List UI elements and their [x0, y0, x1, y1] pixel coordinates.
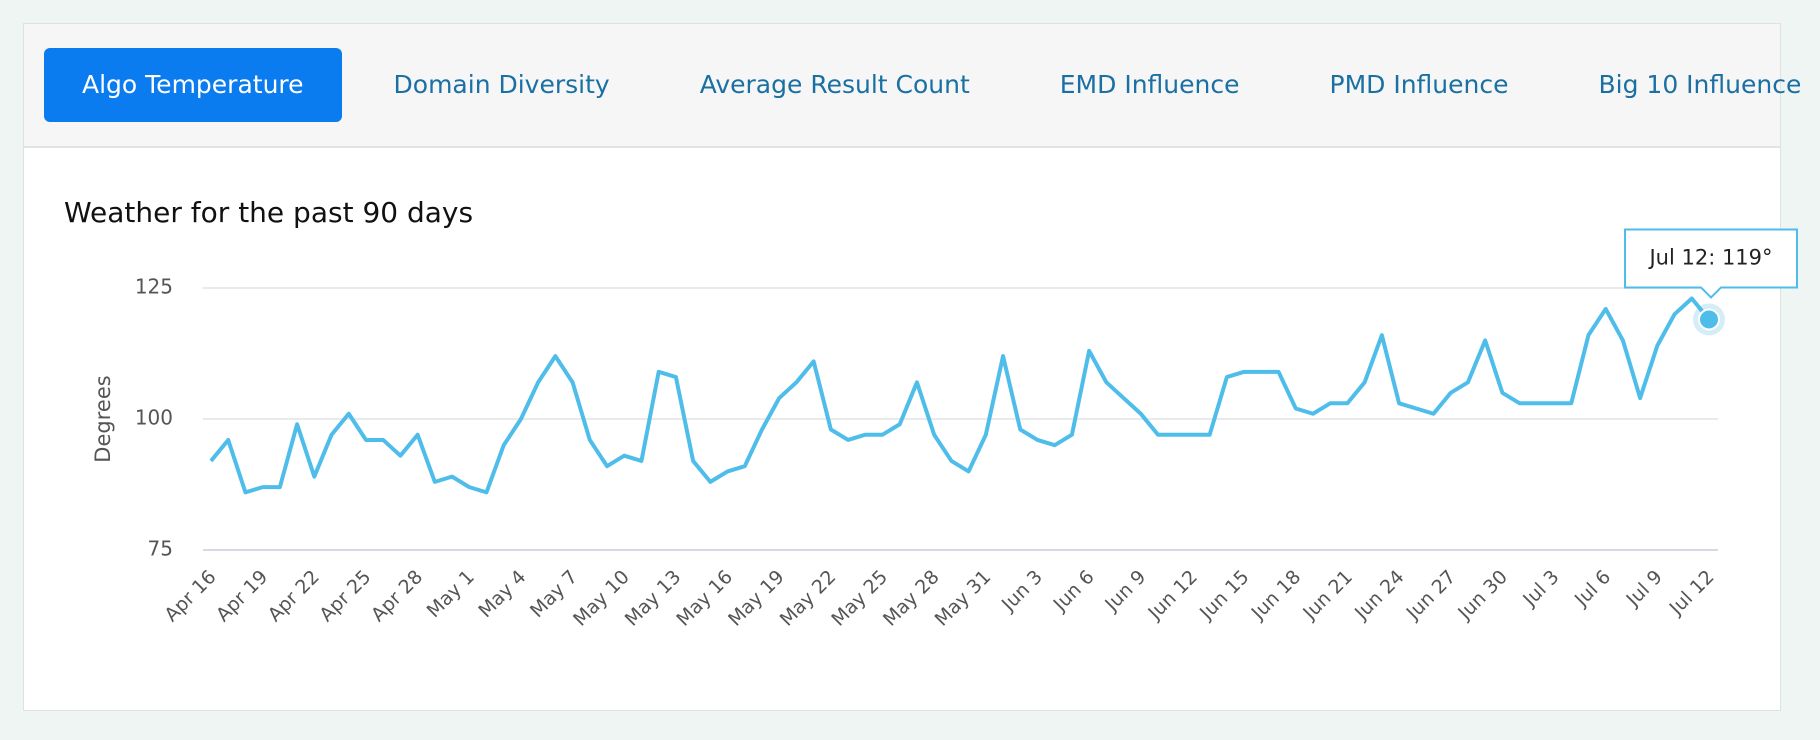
x-tick-label: May 10: [569, 566, 634, 631]
x-tick-label: Jun 6: [1049, 566, 1099, 616]
x-tick-label: May 28: [879, 566, 944, 631]
x-tick-label: Apr 25: [315, 566, 375, 626]
x-tick-label: Jun 9: [1100, 566, 1150, 616]
x-tick-label: Apr 22: [264, 566, 324, 626]
x-tick-label: Jul 9: [1622, 566, 1667, 611]
y-tick-label: 75: [148, 537, 173, 561]
x-tick-label: May 1: [423, 566, 479, 622]
tooltip-text: Jul 12: 119°: [1647, 245, 1772, 269]
tooltip-box: [1624, 228, 1798, 299]
x-tick-label: May 31: [931, 566, 996, 631]
tooltip: Jul 12: 119°: [1624, 228, 1798, 299]
x-tick-label: May 13: [621, 566, 686, 631]
tab[interactable]: Algo Temperature: [44, 48, 342, 122]
x-tick-label: Apr 28: [367, 566, 427, 626]
hover-point: [1698, 308, 1720, 331]
y-axis-label: Degrees: [91, 375, 115, 462]
x-tick-label: Jun 24: [1350, 566, 1409, 625]
line: [209, 296, 1711, 495]
tab[interactable]: EMD Influence: [1059, 70, 1240, 99]
x-tick-label: May 25: [827, 566, 892, 631]
x-tick-label: May 19: [724, 566, 789, 631]
tab[interactable]: Average Result Count: [699, 70, 970, 99]
x-tick-label: Jun 18: [1247, 566, 1306, 625]
x-tick-label: Jun 27: [1402, 566, 1461, 625]
x-tick-label: Jun 12: [1143, 566, 1202, 625]
x-tick-label: Apr 16: [160, 566, 220, 626]
x-tick-label: May 22: [776, 566, 841, 631]
x-tick-label: May 4: [474, 566, 530, 622]
x-tick-label: Jun 15: [1195, 566, 1254, 625]
x-tick-label: Apr 19: [212, 566, 272, 626]
x-tick-label: Jul 3: [1518, 566, 1563, 611]
y-tick-label: 100: [135, 406, 173, 430]
y-tick-label: 125: [135, 275, 173, 299]
chart-title: Weather for the past 90 days: [64, 196, 473, 229]
x-tick-label: May 16: [672, 566, 737, 631]
tab[interactable]: Domain Diversity: [393, 70, 610, 99]
x-tick-label: Jun 21: [1298, 566, 1357, 625]
x-tick-label: Jun 3: [997, 566, 1047, 616]
card: Algo Temperature Domain Diversity Average …: [23, 23, 1801, 711]
tab-bar: Algo Temperature Domain Diversity Average …: [24, 24, 1801, 148]
x-tick-label: Jul 6: [1570, 566, 1615, 611]
x-tick-label: Jul 12: [1665, 566, 1719, 620]
x-tick-label: Jun 30: [1453, 566, 1512, 625]
tab[interactable]: Big 10 Influence: [1598, 70, 1802, 99]
tab[interactable]: PMD Influence: [1329, 70, 1509, 99]
